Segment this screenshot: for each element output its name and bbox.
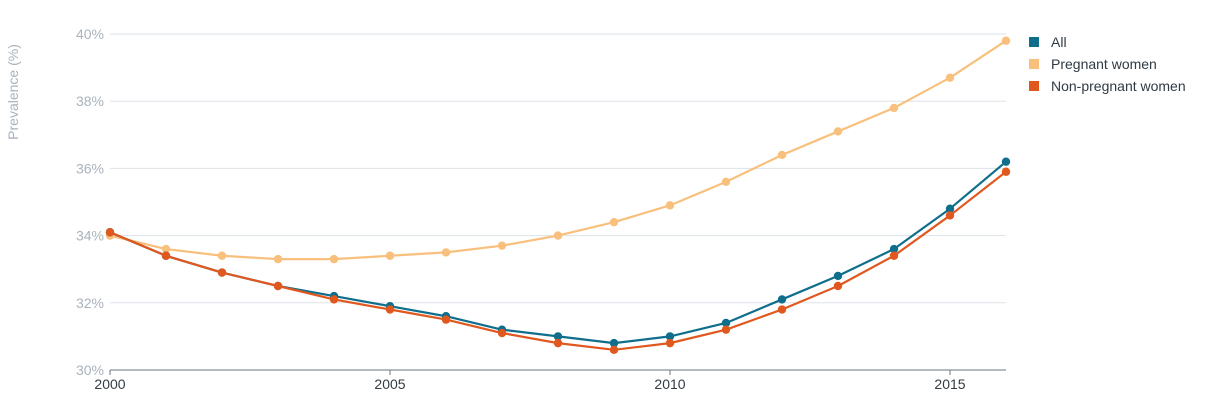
data-point [441, 315, 451, 324]
data-point [385, 251, 395, 260]
data-point [161, 251, 171, 260]
data-point [441, 248, 451, 257]
series-all [105, 157, 1011, 348]
data-point [1001, 36, 1011, 45]
data-point [385, 305, 395, 314]
y-tick-label: 38% [76, 93, 104, 109]
legend-label: Pregnant women [1051, 56, 1157, 72]
legend-item: Pregnant women [1029, 56, 1157, 72]
series-non-pregnant-women [105, 167, 1011, 355]
data-point [721, 325, 731, 334]
data-point [1001, 157, 1011, 166]
data-point [273, 254, 283, 264]
data-point [889, 251, 899, 260]
data-point [889, 244, 899, 254]
data-point [945, 204, 955, 213]
series-lines [105, 36, 1011, 355]
gridlines [110, 33, 1006, 371]
series-pregnant-women [105, 36, 1011, 264]
data-point [665, 338, 675, 348]
y-tick-label: 40% [76, 26, 104, 42]
y-tick-label: 30% [76, 362, 104, 378]
data-point [217, 251, 227, 260]
legend-item: All [1029, 34, 1067, 50]
data-point [609, 345, 619, 355]
legend-swatch [1029, 59, 1039, 69]
legend-swatch [1029, 81, 1039, 91]
legend-swatch [1029, 37, 1039, 47]
data-point [553, 332, 563, 341]
data-point [945, 211, 955, 220]
data-point [609, 217, 619, 227]
y-axis-ticks: 30% 32% 34% 36% 38% 40% [76, 26, 104, 378]
data-point [273, 281, 283, 291]
data-point [777, 305, 787, 314]
legend-item: Non-pregnant women [1029, 78, 1186, 94]
data-point [105, 228, 115, 237]
data-point [777, 150, 787, 160]
data-point [553, 338, 563, 348]
x-tick-label: 2000 [94, 376, 125, 392]
data-point [945, 73, 955, 82]
y-tick-label: 32% [76, 295, 104, 311]
data-point [553, 231, 563, 240]
data-point [721, 318, 731, 328]
data-point [497, 328, 507, 338]
y-axis-label: Prevalence (%) [5, 44, 21, 140]
series-line [109, 39, 1007, 261]
series-line [109, 160, 1007, 345]
data-point [833, 127, 843, 136]
data-point [665, 201, 675, 210]
data-point [217, 268, 227, 277]
legend-label: All [1051, 34, 1067, 50]
data-point [833, 271, 843, 281]
data-point [721, 177, 731, 187]
data-point [161, 244, 171, 254]
data-point [609, 338, 619, 348]
y-tick-label: 36% [76, 160, 104, 176]
data-point [777, 295, 787, 304]
data-point [329, 254, 339, 264]
data-point [665, 332, 675, 341]
y-tick-label: 34% [76, 228, 104, 244]
data-point [497, 241, 507, 250]
data-point [833, 281, 843, 291]
legend: All Pregnant women Non-pregnant women [1029, 34, 1186, 94]
data-point [1001, 167, 1011, 176]
data-point [329, 295, 339, 304]
x-tick-label: 2015 [934, 376, 965, 392]
x-axis: 2000 2005 2010 2015 [94, 369, 1006, 392]
data-point [889, 103, 899, 113]
legend-label: Non-pregnant women [1051, 78, 1186, 94]
x-tick-label: 2010 [654, 376, 685, 392]
x-tick-label: 2005 [374, 376, 405, 392]
